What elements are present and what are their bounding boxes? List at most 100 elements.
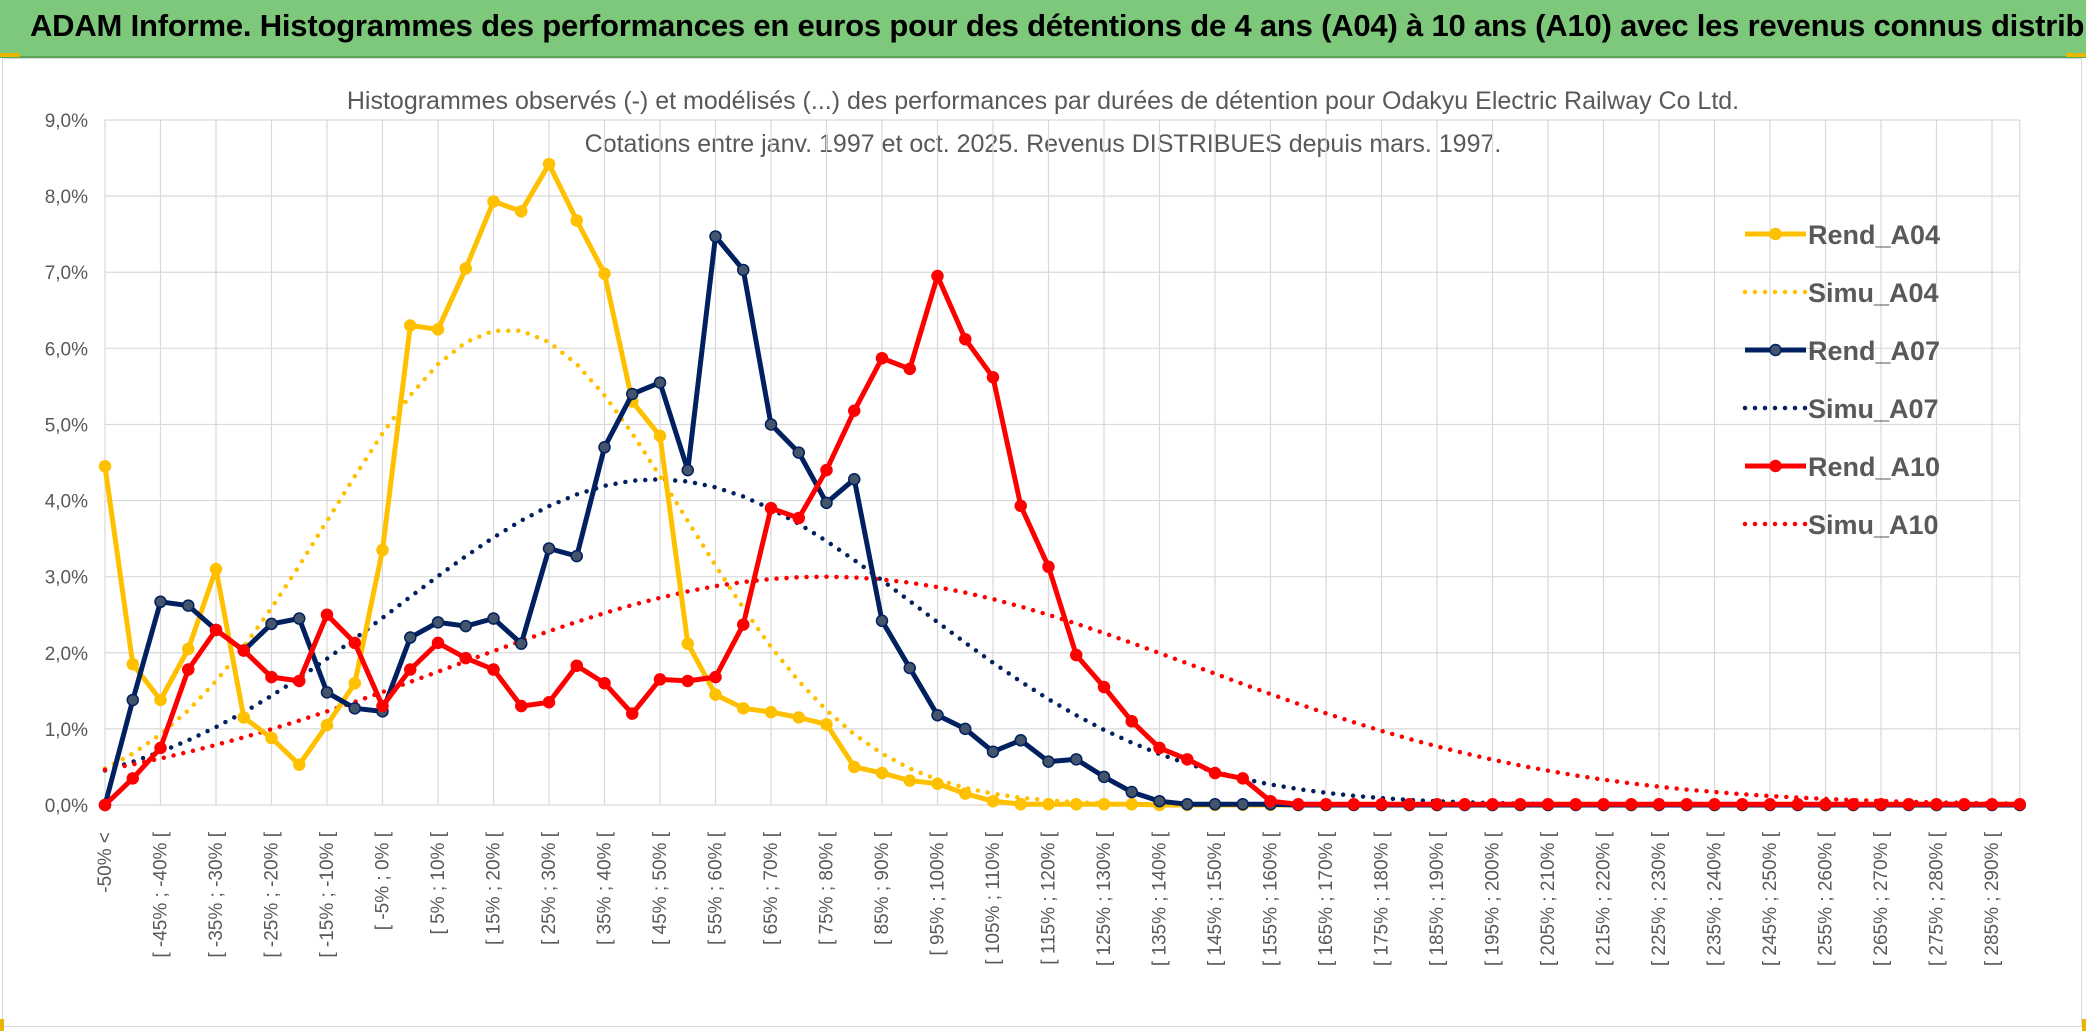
data-point — [709, 688, 722, 701]
x-tick-label: [ 115% ; 120% [ — [1039, 831, 1060, 964]
data-point — [209, 623, 223, 637]
data-point — [1541, 797, 1555, 811]
data-point — [875, 766, 889, 780]
data-point — [1208, 797, 1222, 811]
legend-label: Simu_A10 — [1808, 510, 1939, 540]
data-point — [737, 702, 750, 715]
data-point — [626, 387, 639, 401]
data-point — [1486, 797, 1499, 811]
y-tick-label: 3,0% — [45, 568, 88, 589]
data-point — [1125, 785, 1138, 799]
chart-frame — [2, 58, 2082, 1027]
y-tick-label: 2,0% — [45, 644, 88, 665]
data-point — [487, 195, 500, 208]
data-point — [820, 718, 833, 731]
data-point — [126, 693, 139, 707]
data-point — [1514, 797, 1527, 811]
data-point — [1347, 797, 1360, 811]
x-tick-label: [ 25% ; 30% [ — [539, 831, 560, 945]
x-tick-label: [ 105% ; 110% [ — [983, 831, 1004, 964]
x-tick-label: [ 175% ; 180% [ — [1372, 831, 1393, 966]
data-point — [182, 663, 195, 676]
data-point — [681, 637, 694, 650]
x-tick-label: [ 125% ; 130% [ — [1094, 831, 1115, 966]
data-point — [487, 663, 500, 676]
data-point — [959, 332, 972, 346]
y-tick-label: 9,0% — [45, 111, 88, 132]
data-point — [598, 676, 611, 690]
data-point — [792, 511, 805, 525]
data-point — [931, 708, 944, 722]
x-tick-label: [ 45% ; 50% [ — [650, 831, 671, 945]
data-point — [1181, 753, 1194, 766]
data-point — [1125, 797, 1138, 811]
series-line-rend_a04 — [102, 161, 2020, 808]
legend-label: Simu_A07 — [1808, 394, 1939, 424]
x-tick-label: [ -25% ; -20% [ — [262, 831, 283, 957]
data-point — [737, 263, 750, 277]
x-tick-label: [ 265% ; 270% [ — [1871, 831, 1892, 966]
data-point — [820, 463, 833, 477]
data-point — [1042, 755, 1055, 768]
data-point — [1847, 797, 1860, 811]
x-tick-label: [ 85% ; 90% [ — [872, 831, 893, 945]
y-tick-label: 4,0% — [45, 492, 88, 513]
data-point — [1791, 797, 1804, 811]
data-point — [959, 722, 972, 736]
data-point — [293, 758, 306, 771]
series-line-rend_a07 — [102, 234, 2020, 808]
data-point — [182, 642, 195, 656]
data-point — [1652, 797, 1666, 811]
data-point — [1625, 797, 1638, 811]
data-point — [903, 362, 916, 376]
data-point — [626, 707, 639, 720]
data-point — [1125, 715, 1138, 728]
data-point — [1181, 797, 1194, 811]
data-point — [653, 673, 667, 686]
data-point — [1153, 741, 1166, 755]
data-point — [515, 637, 528, 650]
y-tick-label: 6,0% — [45, 339, 88, 360]
data-point — [1958, 797, 1971, 811]
data-point — [792, 711, 805, 724]
data-point — [1042, 560, 1055, 574]
data-point — [515, 699, 528, 713]
data-point — [1597, 797, 1610, 811]
data-point — [848, 760, 861, 774]
data-point — [1014, 734, 1027, 747]
corner-decoration — [2066, 53, 2086, 57]
legend-item-simu_a10: Simu_A10 — [1742, 510, 1939, 540]
data-point — [320, 686, 334, 699]
x-tick-label: [ 185% ; 190% [ — [1427, 831, 1448, 966]
data-point — [98, 798, 112, 812]
data-point — [1097, 797, 1111, 811]
data-point — [209, 562, 223, 576]
x-tick-label: [ -45% ; -40% [ — [151, 831, 172, 957]
data-point — [764, 418, 778, 431]
y-tick-label: 1,0% — [45, 720, 88, 741]
data-point — [542, 542, 556, 555]
x-tick-label: [ 55% ; 60% [ — [706, 831, 727, 945]
data-point — [875, 351, 889, 365]
data-point — [1097, 680, 1111, 694]
data-point — [570, 549, 583, 563]
legend-label: Rend_A10 — [1808, 452, 1940, 482]
x-tick-label: [ 5% ; 10% [ — [428, 831, 449, 934]
data-point — [404, 631, 417, 644]
data-point — [653, 376, 667, 389]
data-point — [1680, 797, 1693, 811]
legend-item-simu_a04: Simu_A04 — [1742, 278, 1939, 308]
data-point — [598, 441, 611, 454]
data-point — [1763, 797, 1777, 811]
data-point — [431, 323, 445, 336]
x-tick-label: [ -15% ; -10% [ — [317, 831, 338, 957]
data-point — [542, 157, 556, 171]
data-point — [959, 787, 972, 800]
y-tick-label: 8,0% — [45, 187, 88, 208]
y-axis: 0,0% 1,0% 2,0% 3,0% 4,0% 5,0% 6,0% 7,0% 8,0% 9,0% — [45, 111, 88, 817]
data-point — [1014, 797, 1027, 811]
data-point — [764, 501, 778, 515]
data-point — [2013, 797, 2026, 811]
data-point — [404, 663, 417, 676]
